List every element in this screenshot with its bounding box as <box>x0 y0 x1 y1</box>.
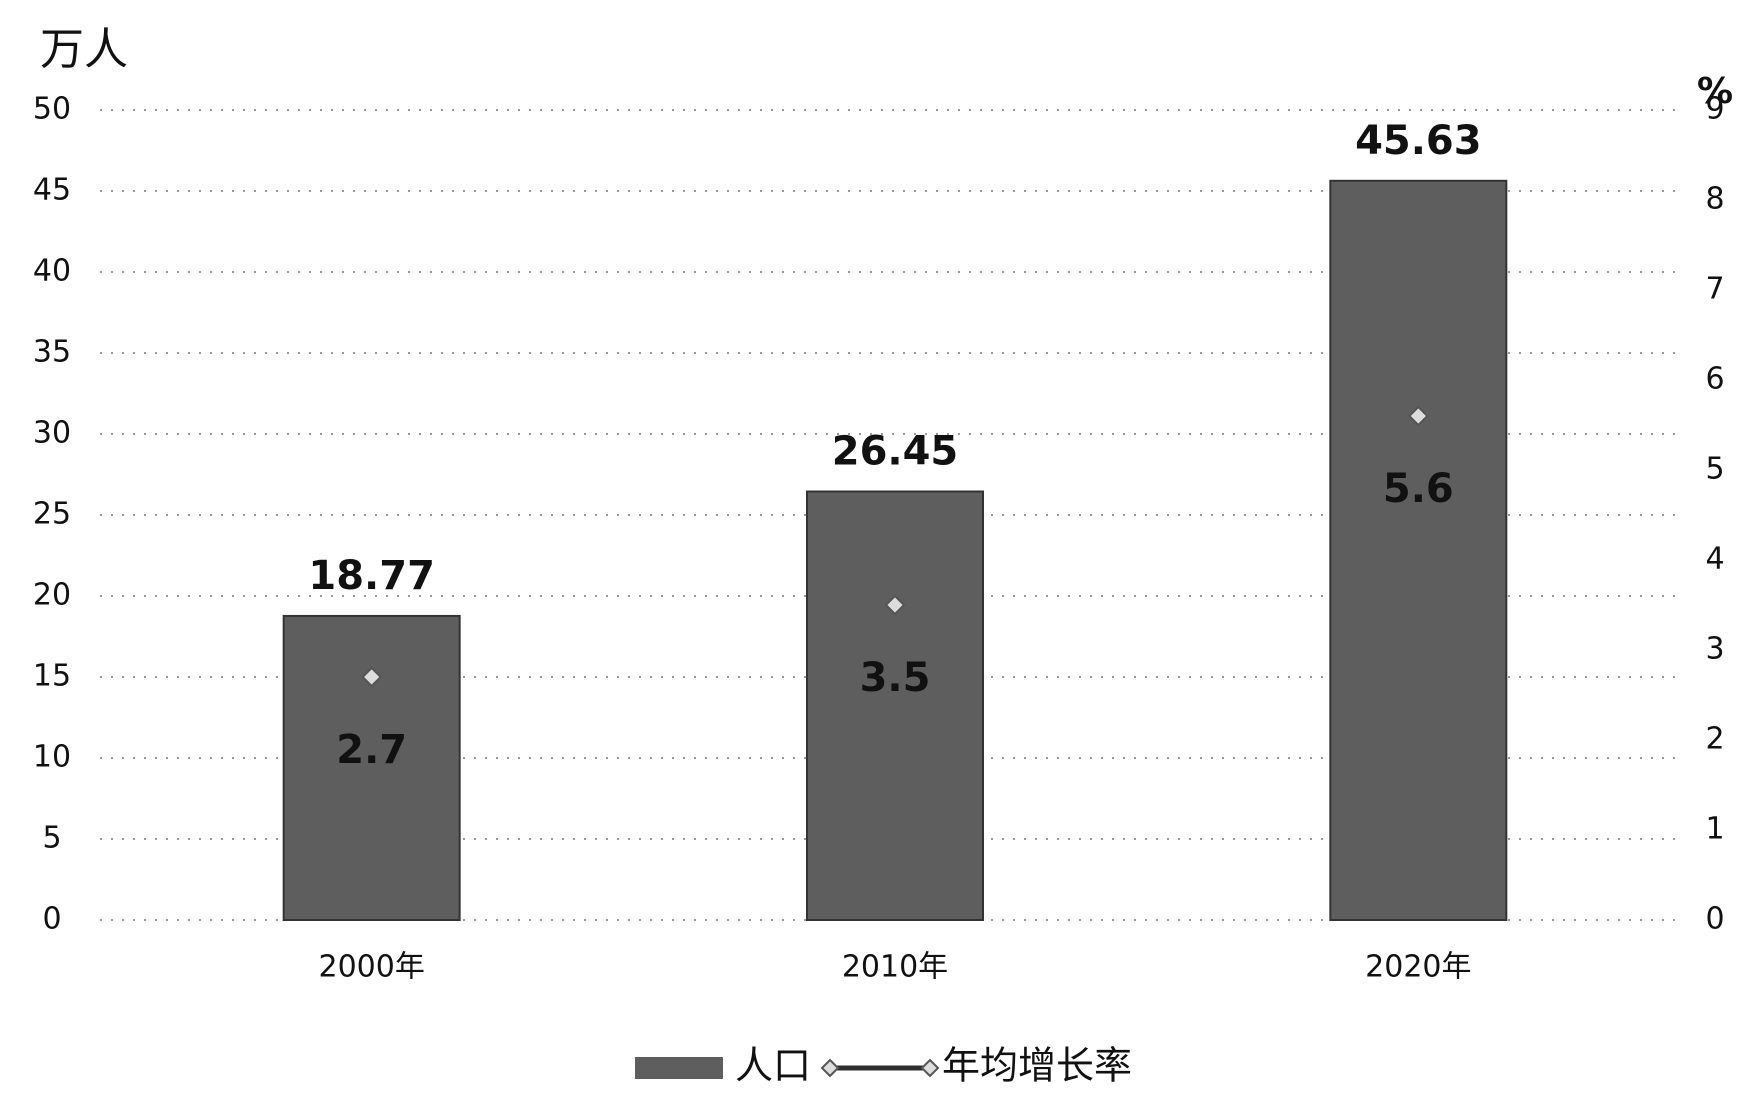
y-tick-label: 35 <box>33 335 71 370</box>
line-value-label: 5.6 <box>1383 466 1454 512</box>
bar-value-label: 18.77 <box>308 553 435 599</box>
legend-label: 年均增长率 <box>942 1044 1132 1088</box>
y2-tick-label: 8 <box>1705 182 1724 217</box>
y2-tick-label: 5 <box>1705 452 1724 487</box>
y2-tick-label: 2 <box>1705 722 1724 757</box>
marker <box>884 594 906 616</box>
y-tick-label: 30 <box>33 416 71 451</box>
y-tick-label: 0 <box>42 902 61 937</box>
y2-tick-label: 7 <box>1705 272 1724 307</box>
y2-tick-label: 4 <box>1705 542 1724 577</box>
y-tick-label: 40 <box>33 254 71 289</box>
y-tick-label: 50 <box>33 92 71 127</box>
marker <box>361 666 383 688</box>
y-axis-label: 万人 <box>40 24 128 75</box>
bar-value-label: 45.63 <box>1355 118 1482 164</box>
y-tick-label: 5 <box>42 821 61 856</box>
x-tick-label: 2010年 <box>842 950 948 985</box>
y-tick-label: 15 <box>33 659 71 694</box>
y2-tick-label: 6 <box>1705 362 1724 397</box>
legend-marker <box>820 1058 840 1078</box>
line-value-label: 3.5 <box>860 655 931 701</box>
y-tick-label: 25 <box>33 497 71 532</box>
marker <box>1407 405 1429 427</box>
x-tick-label: 2000年 <box>318 950 424 985</box>
y2-tick-label: 1 <box>1705 812 1724 847</box>
bar-value-label: 26.45 <box>832 429 959 475</box>
x-tick-label: 2020年 <box>1365 950 1471 985</box>
y-tick-label: 45 <box>33 173 71 208</box>
bar <box>1329 179 1508 921</box>
line-value-label: 2.7 <box>336 727 407 773</box>
y2-tick-label: 0 <box>1705 902 1724 937</box>
legend-label: 人口 <box>735 1044 811 1088</box>
bar <box>806 490 984 921</box>
y2-tick-label: 9 <box>1705 92 1724 127</box>
y-tick-label: 20 <box>33 578 71 613</box>
y-tick-label: 10 <box>33 740 71 775</box>
y2-axis-label: % <box>1697 71 1733 112</box>
y2-tick-label: 3 <box>1705 632 1724 667</box>
legend-marker <box>920 1058 940 1078</box>
legend-swatch <box>635 1057 723 1079</box>
